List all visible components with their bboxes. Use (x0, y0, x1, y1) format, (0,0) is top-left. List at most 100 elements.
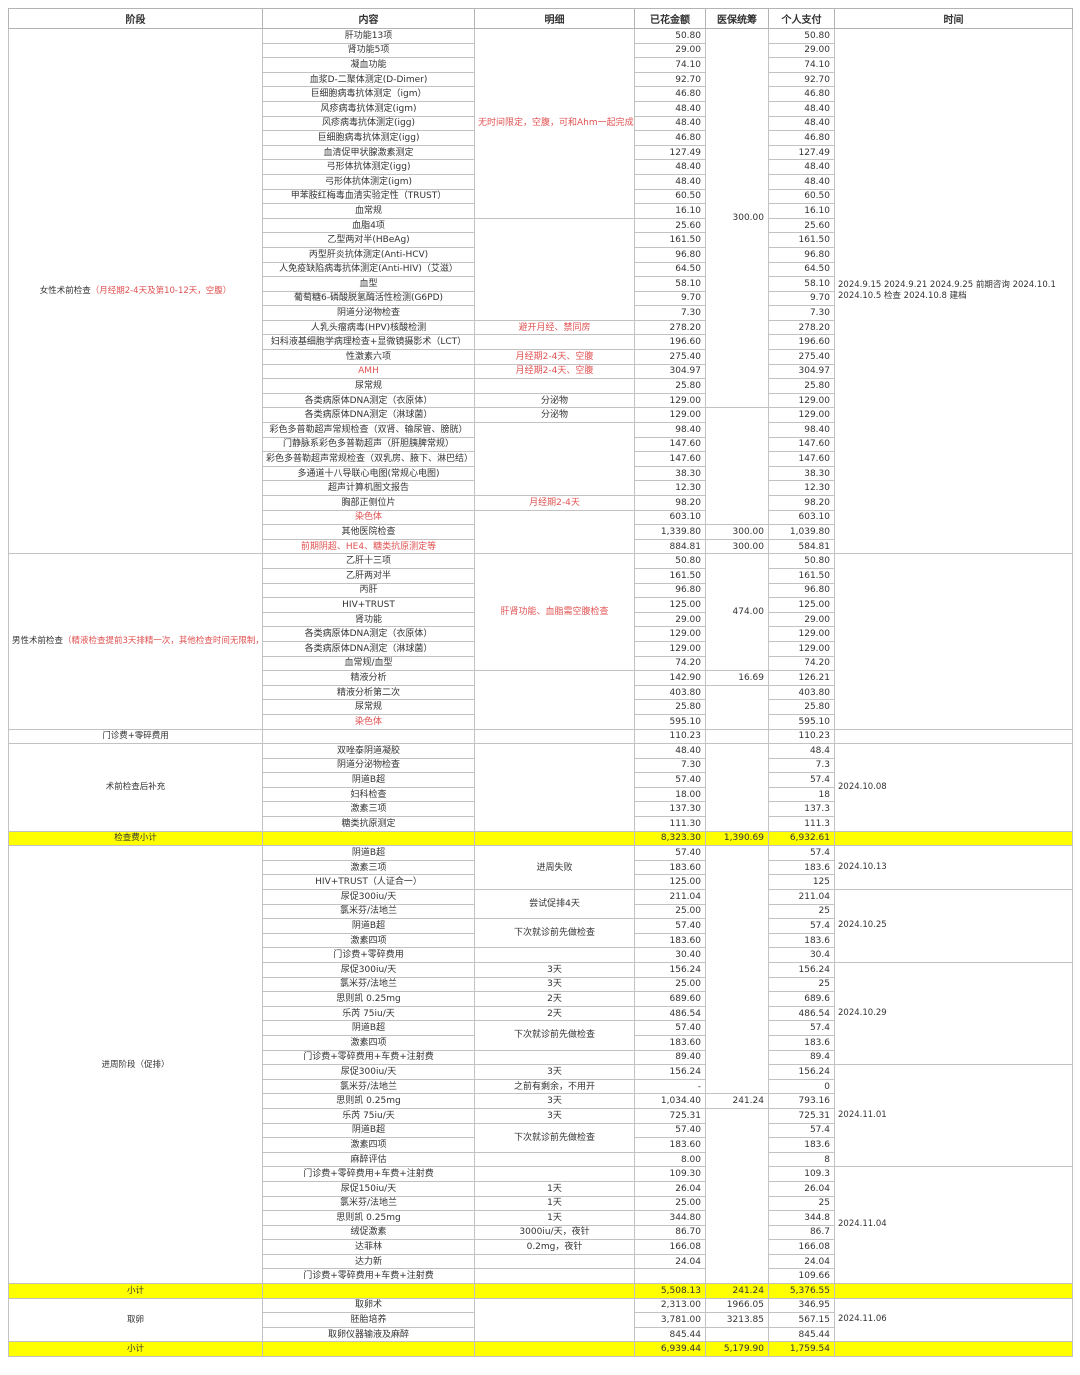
personal-cell: 183.6 (768, 1034, 835, 1051)
amount-spent-cell: 183.60 (634, 932, 706, 949)
personal-cell: 57.4 (768, 1020, 835, 1036)
table-row: 肾功能5项 29.00 29.00 (9, 42, 1073, 59)
amount-spent-cell: 48.40 (634, 743, 706, 759)
amount-spent-cell: 12.30 (634, 480, 706, 496)
amount-spent-cell: 2,313.00 (634, 1297, 706, 1314)
table-row: 思则凯 0.25mg 3天 1,034.40 241.24 793.16 (9, 1093, 1073, 1109)
content-cell: 血浆D-二聚体测定(D-Dimer) (262, 71, 475, 88)
detail-cell: 分泌物 (474, 407, 635, 424)
personal-cell: 689.6 (768, 991, 835, 1007)
content-cell: 氯米芬/法地兰 (262, 976, 475, 993)
detail-cell: 月经期2-4天 (474, 495, 635, 511)
content-cell: 各类病原体DNA测定（衣原体） (262, 626, 475, 642)
detail-cell: 避开月经、禁同房 (474, 319, 635, 336)
personal-cell: 486.54 (768, 1005, 835, 1022)
content-cell: 取卵术 (262, 1297, 475, 1314)
stage-note: （精液检查提前3天排精一次，其他检查时间无限制，空腹） (63, 636, 261, 647)
detail-cell (474, 830, 635, 847)
table-row: 前期阴超、HE4、糖类抗原测定等 884.81 300.00 584.81 (9, 538, 1073, 555)
amount-spent-cell: 183.60 (634, 859, 706, 876)
personal-cell: 793.16 (768, 1093, 835, 1109)
detail-cell (474, 670, 635, 730)
amount-spent-cell: 50.80 (634, 28, 706, 44)
detail-cell: 1天 (474, 1195, 635, 1212)
content-cell: 弓形体抗体测定(igg) (262, 159, 475, 175)
amount-spent-cell: 211.04 (634, 889, 706, 905)
table-row: 思则凯 0.25mg 2天 689.60 689.6 (9, 991, 1073, 1007)
amount-spent-cell: 147.60 (634, 451, 706, 467)
personal-cell: 48.40 (768, 115, 835, 132)
personal-cell: 25.60 (768, 217, 835, 234)
personal-cell: 156.24 (768, 1064, 835, 1080)
amount-spent-cell: 98.20 (634, 495, 706, 511)
amount-spent-cell: 129.00 (634, 626, 706, 642)
personal-cell: 96.80 (768, 582, 835, 599)
amount-spent-cell: 96.80 (634, 582, 706, 599)
content-cell: 染色体 (262, 509, 475, 526)
time-cell: 2024.9.15 2024.9.21 2024.9.25 前期咨询 2024.… (834, 27, 1073, 555)
amount-spent-cell: 129.00 (634, 407, 706, 424)
table-row: 风疹病毒抗体测定(igg) 48.40 48.40 (9, 115, 1073, 132)
content-cell: 阴道分泌物检查 (262, 757, 475, 774)
content-cell: AMH (262, 363, 475, 380)
content-cell: 双唑泰阴道凝胶 (262, 743, 475, 759)
personal-cell: 196.60 (768, 334, 835, 351)
personal-cell: 5,376.55 (768, 1283, 835, 1299)
personal-cell: 595.10 (768, 713, 835, 730)
table-row: 阴道B超 下次就诊前先做检查 57.40 57.4 (9, 1122, 1073, 1153)
content-cell: 甲苯胺红梅毒血清实验定性（TRUST） (262, 188, 475, 205)
personal-cell: 58.10 (768, 276, 835, 292)
amount-spent-cell: 25.00 (634, 976, 706, 993)
personal-cell: 46.80 (768, 86, 835, 102)
column-header-6: 时间 (834, 8, 1073, 29)
table-row: 尿促300iu/天 3天 156.24 156.24 2024.10.29 (9, 961, 1073, 1066)
table-row: 术前检查后补充 双唑泰阴道凝胶 48.40 48.4 2024.10.08 (8, 743, 1073, 832)
content-cell: 乙肝十三项 (262, 553, 475, 569)
personal-cell: 156.24 (768, 962, 835, 978)
table-row: 尿常规 25.80 25.80 (9, 378, 1073, 394)
content-cell (262, 1341, 475, 1358)
amount-spent-cell: 304.97 (634, 363, 706, 380)
amount-spent-cell: 48.40 (634, 159, 706, 175)
personal-cell: 98.20 (768, 495, 835, 511)
table-row: 彩色多普勒超声常规检查（双乳房、腋下、淋巴结） 147.60 147.60 (9, 451, 1073, 467)
personal-cell: 109.66 (768, 1268, 835, 1285)
content-cell: 妇科检查 (262, 786, 475, 803)
table-row: 激素四项 183.60 183.6 (9, 932, 1073, 949)
insurance-cell (705, 845, 769, 1095)
content-cell: 麻醉评估 (262, 1151, 475, 1168)
detail-cell: 之前有剩余，不用开 (474, 1078, 635, 1095)
time-cell (834, 830, 1073, 847)
detail-cell: 1天 (474, 1210, 635, 1226)
column-header-0: 阶段 (8, 8, 263, 29)
personal-cell: 111.3 (768, 816, 835, 832)
insurance-cell: 300.00 (705, 538, 769, 555)
amount-spent-cell: 129.00 (634, 392, 706, 409)
table-row: 激素三项 137.30 137.3 (9, 801, 1073, 818)
personal-cell: 147.60 (768, 436, 835, 453)
table-row: 氯米芬/法地兰 之前有剩余，不用开 - 0 (9, 1078, 1073, 1095)
amount-spent-cell: 161.50 (634, 232, 706, 248)
table-row: 巨细胞病毒抗体测定（igm） 46.80 46.80 (9, 86, 1073, 102)
amount-spent-cell: - (634, 1078, 706, 1095)
amount-spent-cell: 98.40 (634, 422, 706, 438)
insurance-cell: 474.00 (705, 553, 769, 672)
detail-cell (474, 422, 635, 496)
personal-cell: 48.40 (768, 173, 835, 190)
stage-cell: 进周阶段（促排） (8, 845, 263, 1285)
amount-spent-cell: 137.30 (634, 801, 706, 818)
stage-label: 男性术前检查 (12, 636, 64, 647)
table-row: 彩色多普勒超声常规检查（双肾、输尿管、膀胱） 98.40 98.40 (9, 422, 1073, 496)
table-row: 取卵仪器输液及麻醉 845.44 845.44 (9, 1326, 1073, 1343)
detail-cell: 进周失败 (474, 845, 635, 891)
detail-cell (474, 1283, 635, 1299)
amount-spent-cell: 57.40 (634, 1122, 706, 1139)
amount-spent-cell: 5,508.13 (634, 1283, 706, 1299)
content-cell: 其他医院检查 (262, 524, 475, 540)
personal-cell: 96.80 (768, 246, 835, 263)
stage-cell: 取卵 (8, 1297, 263, 1343)
content-cell: 彩色多普勒超声常规检查（双肾、输尿管、膀胱） (262, 422, 475, 438)
content-cell: 精液分析第二次 (262, 684, 475, 701)
table-row: 激素三项 183.60 183.6 (9, 859, 1073, 876)
amount-spent-cell: 57.40 (634, 918, 706, 934)
